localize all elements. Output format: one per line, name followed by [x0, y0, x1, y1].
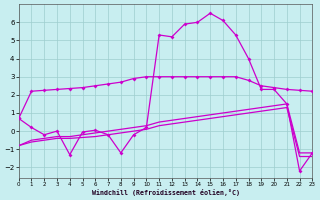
X-axis label: Windchill (Refroidissement éolien,°C): Windchill (Refroidissement éolien,°C)	[92, 189, 240, 196]
